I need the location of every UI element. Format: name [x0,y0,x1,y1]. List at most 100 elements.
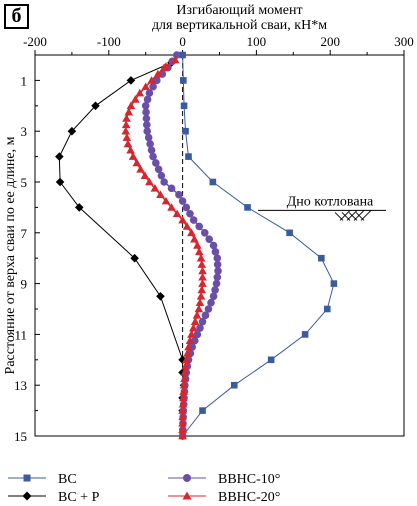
data-point [182,127,189,135]
data-point [330,280,338,287]
legend-marker [23,474,31,482]
data-point [178,355,187,365]
data-point [182,203,191,212]
legend-label: ВС [58,472,77,487]
data-point [152,159,160,167]
data-point [213,254,222,262]
data-point [144,133,153,142]
y-tick-label: 9 [21,277,28,292]
legend-label: ВВНС-10° [218,472,280,487]
data-point [323,305,331,313]
data-point [180,102,188,110]
data-point [196,324,204,332]
chart-title: для вертикальной сваи, кН*м [152,18,327,33]
data-point [196,253,206,262]
data-point [199,407,206,414]
data-point [178,425,187,433]
soil-hatch [341,212,351,221]
data-point [178,419,187,427]
data-point [178,215,187,224]
data-point [190,317,200,325]
data-point [179,387,189,395]
soil-hatch [355,212,365,221]
data-point [143,121,151,129]
data-point [167,184,176,193]
y-tick-label: 3 [21,124,28,139]
data-point [214,267,222,275]
data-point [189,323,198,332]
data-point [301,331,309,338]
data-point [172,51,181,59]
data-point [157,171,166,180]
series-line [125,59,204,436]
data-point [197,285,207,294]
data-point [198,317,207,326]
data-point [187,330,196,338]
data-point [205,235,213,243]
data-point [209,292,218,301]
data-point [142,114,151,123]
x-tick-label: 100 [247,34,267,49]
data-point [150,184,160,192]
data-point [194,304,204,313]
data-point [183,349,192,357]
data-point [55,177,65,187]
data-point [128,152,138,160]
data-point [178,412,187,421]
data-point [209,178,217,186]
data-point [121,120,131,129]
data-point [198,272,207,281]
data-point [74,203,84,212]
data-point [132,158,142,167]
data-point [230,381,238,389]
data-point [147,76,156,84]
x-tick-label: 200 [320,34,340,49]
chart-title: Изгибающий момент [176,3,302,18]
data-point [211,286,219,294]
y-tick-label: 15 [14,429,27,444]
data-point [180,374,189,383]
data-point [213,273,222,282]
data-point [145,177,154,186]
data-point [197,260,207,268]
data-point [180,368,190,376]
data-point [55,152,64,161]
data-point [141,102,150,110]
data-point [178,399,188,408]
data-point [160,178,168,186]
data-point [159,63,169,71]
legend-marker [183,474,191,482]
data-point [204,305,213,313]
data-point [211,248,220,256]
data-point [136,165,145,173]
data-point [126,76,136,85]
data-point [170,55,180,64]
data-point [212,279,221,288]
excavation-label: Дно котлована [287,194,374,209]
data-point [153,69,163,78]
data-point [149,82,157,91]
soil-hatch [348,212,358,221]
data-point [167,203,176,211]
data-point [131,95,140,103]
legend-label: ВС + Р [58,490,100,505]
y-tick-label: 11 [14,327,27,342]
data-point [175,190,183,199]
y-tick-label: 1 [21,73,28,88]
x-tick-label: 300 [394,34,414,49]
x-tick-label: 0 [179,34,186,49]
data-point [179,393,188,402]
data-point [142,108,150,116]
data-point [121,126,131,135]
data-point [185,153,192,160]
legend-marker [22,491,32,501]
data-point [126,101,136,110]
legend-marker [182,491,192,500]
data-point [318,254,325,262]
data-point [192,311,202,319]
data-point [126,145,135,154]
data-point [189,216,198,224]
data-point [178,197,187,205]
data-point [143,127,151,135]
